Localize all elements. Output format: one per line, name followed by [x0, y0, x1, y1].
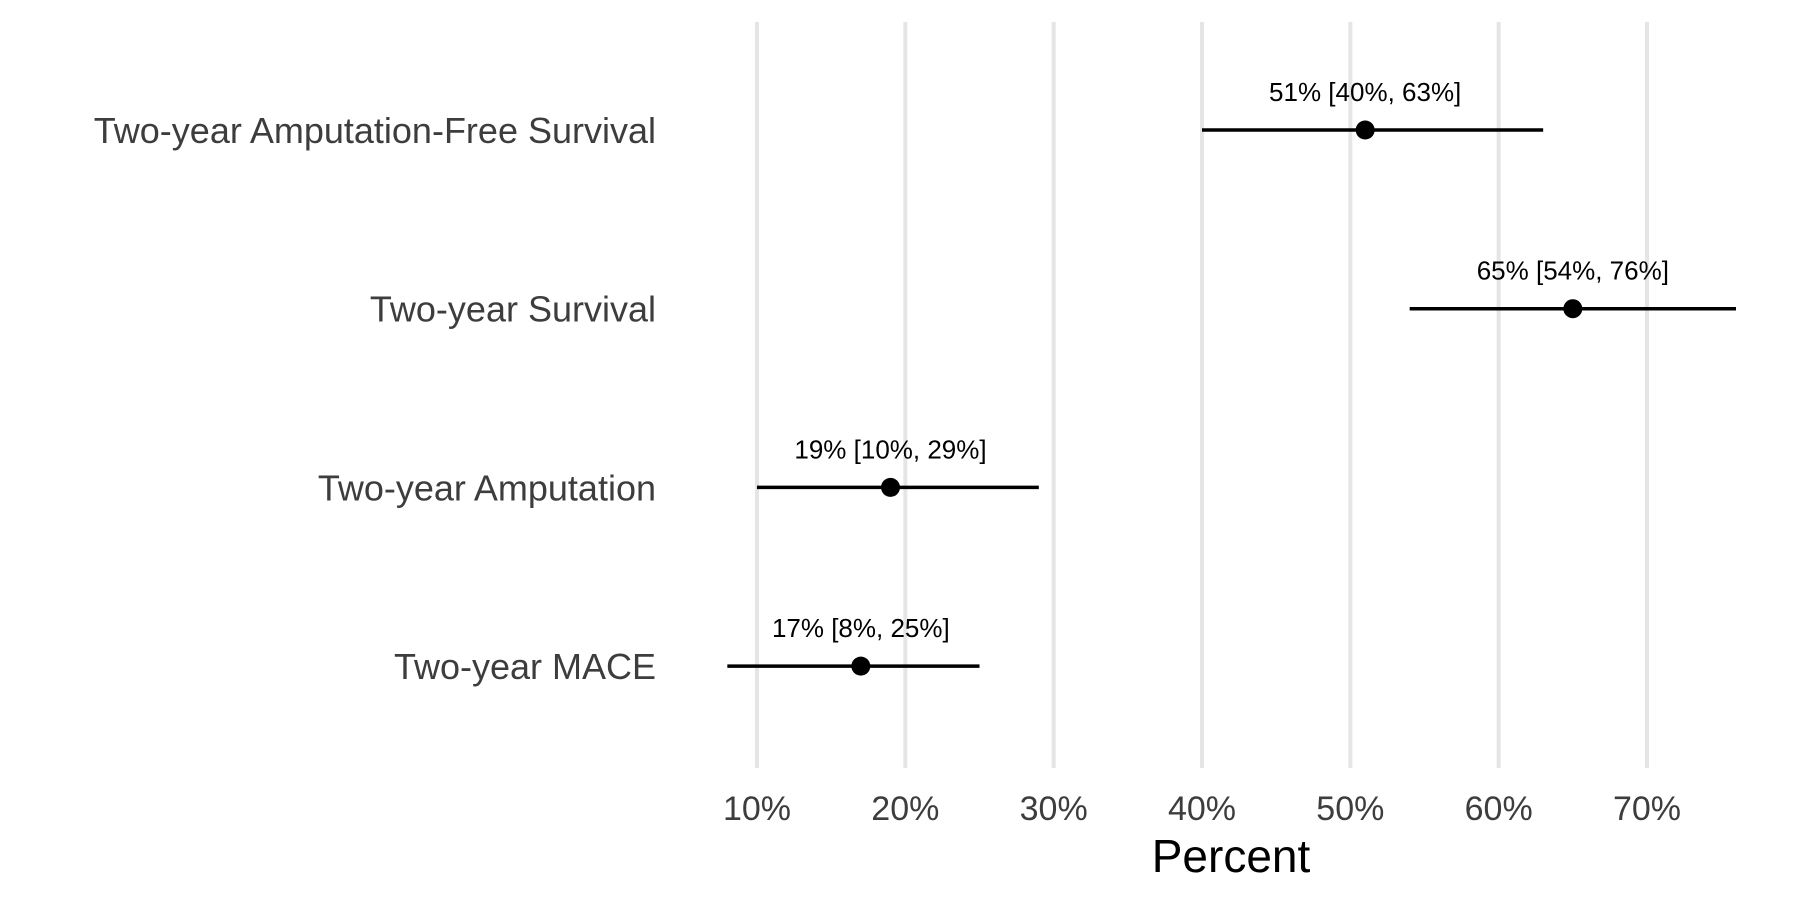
x-axis-title: Percent [1152, 830, 1311, 882]
category-label: Two-year Survival [370, 289, 656, 330]
x-axis-ticks: 10% 20% 30% 40% 50% 60% 70% [723, 790, 1681, 828]
point-estimates [851, 120, 1583, 676]
point-estimate [881, 477, 900, 497]
point-estimate [1563, 299, 1583, 319]
point-estimate [1355, 120, 1375, 140]
x-tick-label: 20% [871, 790, 939, 828]
category-label: Two-year MACE [394, 646, 656, 687]
x-tick-label: 40% [1168, 790, 1236, 828]
category-label: Two-year Amputation [318, 467, 656, 508]
x-tick-label: 50% [1316, 790, 1384, 828]
data-label: 17% [8%, 25%] [772, 613, 950, 643]
confidence-intervals [727, 128, 1736, 668]
x-tick-label: 60% [1465, 790, 1533, 828]
data-label: 51% [40%, 63%] [1269, 77, 1461, 107]
category-labels: Two-year Amputation-Free Survival Two-yea… [94, 110, 656, 687]
gridlines [755, 22, 1649, 768]
category-label: Two-year Amputation-Free Survival [94, 110, 656, 151]
x-tick-label: 30% [1020, 790, 1088, 828]
x-tick-label: 10% [723, 790, 791, 828]
x-tick-label: 70% [1613, 790, 1681, 828]
data-label: 65% [54%, 76%] [1477, 256, 1669, 286]
data-label: 19% [10%, 29%] [794, 434, 986, 464]
data-labels: 51% [40%, 63%] 65% [54%, 76%] 19% [10%, 29… [772, 77, 1669, 643]
point-estimate [851, 656, 871, 676]
